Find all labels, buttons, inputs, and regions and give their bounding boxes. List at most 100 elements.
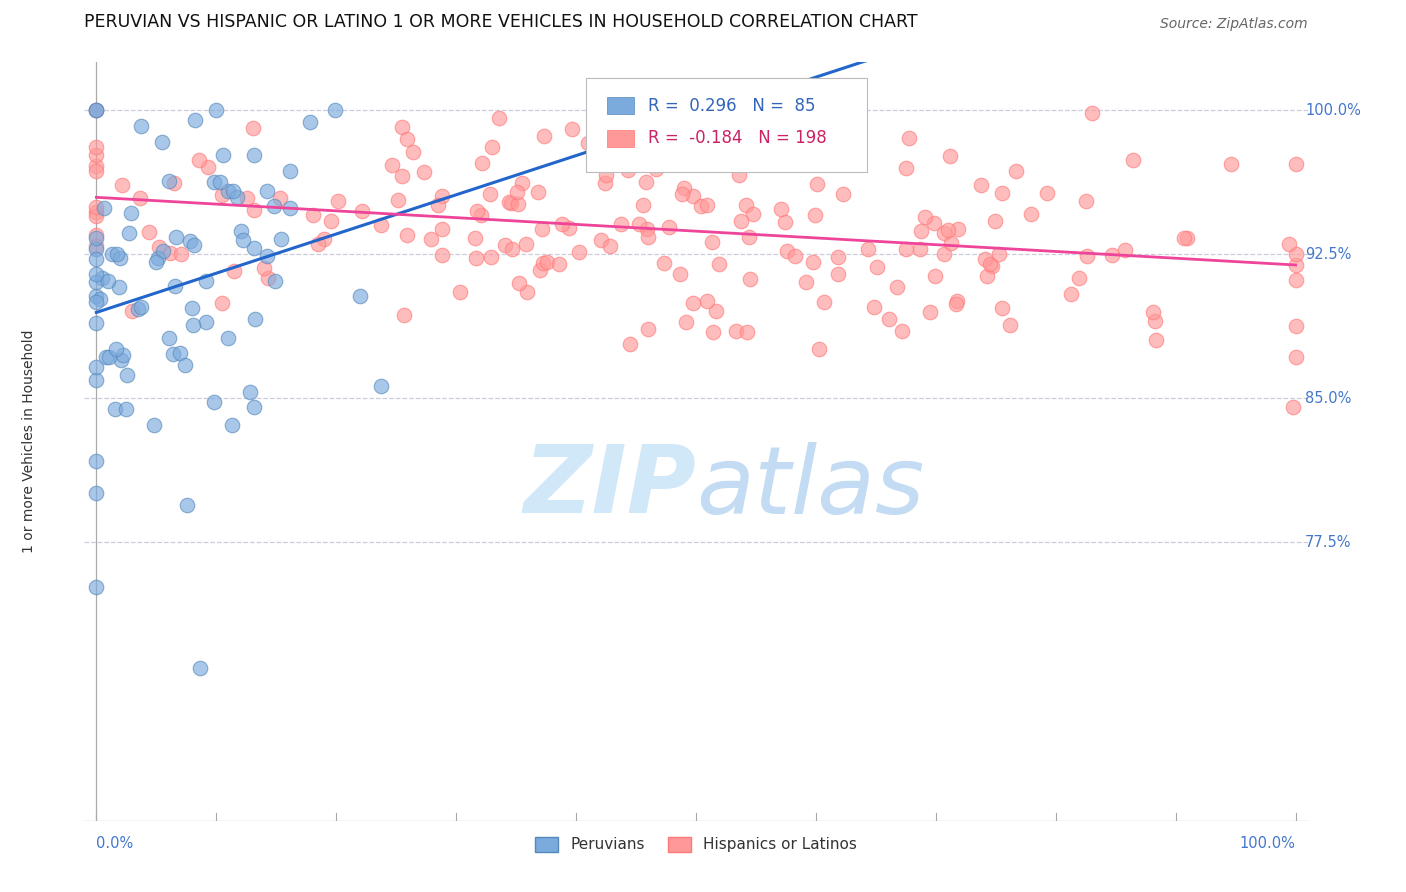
Point — [183, 238, 205, 252]
Point — [515, 237, 537, 252]
Point — [730, 214, 752, 228]
Point — [586, 103, 609, 118]
Point — [807, 342, 830, 356]
Point — [426, 198, 449, 212]
Point — [973, 252, 995, 266]
Point — [264, 274, 287, 288]
Point — [501, 195, 523, 210]
Point — [170, 247, 193, 261]
Point — [561, 121, 583, 136]
Point — [877, 311, 900, 326]
Text: 0.0%: 0.0% — [97, 836, 134, 851]
Point — [243, 147, 266, 161]
Point — [184, 112, 207, 127]
Point — [197, 160, 219, 174]
Point — [152, 135, 174, 149]
Point — [636, 221, 658, 235]
Point — [682, 188, 704, 202]
Point — [432, 248, 454, 262]
Point — [610, 217, 633, 231]
Point — [806, 177, 828, 191]
Point — [637, 230, 659, 244]
Point — [86, 103, 108, 118]
Point — [1081, 106, 1104, 120]
Point — [148, 240, 170, 254]
Point — [226, 190, 249, 204]
Point — [1284, 351, 1306, 365]
Point — [105, 343, 128, 357]
Point — [558, 221, 581, 235]
Point — [381, 158, 404, 172]
Point — [1076, 249, 1098, 263]
Point — [1144, 333, 1167, 347]
Text: 77.5%: 77.5% — [1305, 535, 1351, 549]
Point — [505, 185, 527, 199]
Point — [1069, 271, 1091, 285]
Point — [668, 268, 690, 282]
Point — [886, 280, 908, 294]
Point — [194, 274, 217, 288]
Point — [1219, 157, 1241, 171]
Point — [465, 203, 488, 218]
Point — [990, 186, 1012, 200]
Point — [936, 223, 959, 237]
Point — [91, 271, 114, 285]
Point — [174, 358, 197, 372]
Text: atlas: atlas — [696, 442, 924, 533]
Point — [682, 295, 704, 310]
Point — [813, 294, 835, 309]
Point — [631, 198, 654, 212]
Point — [86, 295, 108, 310]
Point — [208, 175, 231, 189]
Point — [742, 207, 765, 221]
Point — [392, 308, 415, 322]
Point — [96, 350, 118, 364]
Point — [470, 208, 492, 222]
Point — [86, 200, 108, 214]
Point — [763, 140, 786, 154]
Point — [856, 242, 879, 256]
FancyBboxPatch shape — [606, 130, 634, 146]
Point — [162, 347, 184, 361]
Point — [319, 214, 342, 228]
Point — [576, 136, 599, 150]
Point — [619, 337, 641, 351]
Point — [152, 244, 174, 258]
Point — [86, 288, 108, 302]
Point — [387, 193, 409, 207]
Point — [1277, 237, 1299, 252]
Point — [498, 194, 520, 209]
Point — [686, 147, 709, 161]
Point — [1036, 186, 1059, 200]
Point — [86, 159, 108, 173]
Point — [707, 257, 730, 271]
Point — [998, 318, 1021, 332]
Point — [863, 300, 886, 314]
Point — [412, 165, 434, 179]
Point — [93, 201, 115, 215]
Point — [157, 330, 180, 344]
Point — [243, 401, 266, 415]
Point — [86, 581, 108, 595]
Point — [108, 252, 131, 266]
Point — [1281, 401, 1303, 415]
Point — [945, 296, 967, 310]
Point — [700, 235, 723, 249]
Point — [488, 111, 510, 125]
Point — [645, 162, 668, 177]
Point — [202, 394, 225, 409]
Point — [181, 318, 204, 332]
Point — [548, 257, 571, 271]
Point — [396, 227, 419, 242]
Point — [1284, 318, 1306, 333]
Point — [142, 417, 165, 432]
Point — [1019, 207, 1042, 221]
Point — [738, 229, 761, 244]
Point — [221, 417, 243, 432]
Point — [804, 208, 827, 222]
Point — [1284, 273, 1306, 287]
Point — [832, 186, 855, 201]
Point — [145, 255, 167, 269]
Point — [690, 199, 713, 213]
Point — [239, 385, 262, 400]
